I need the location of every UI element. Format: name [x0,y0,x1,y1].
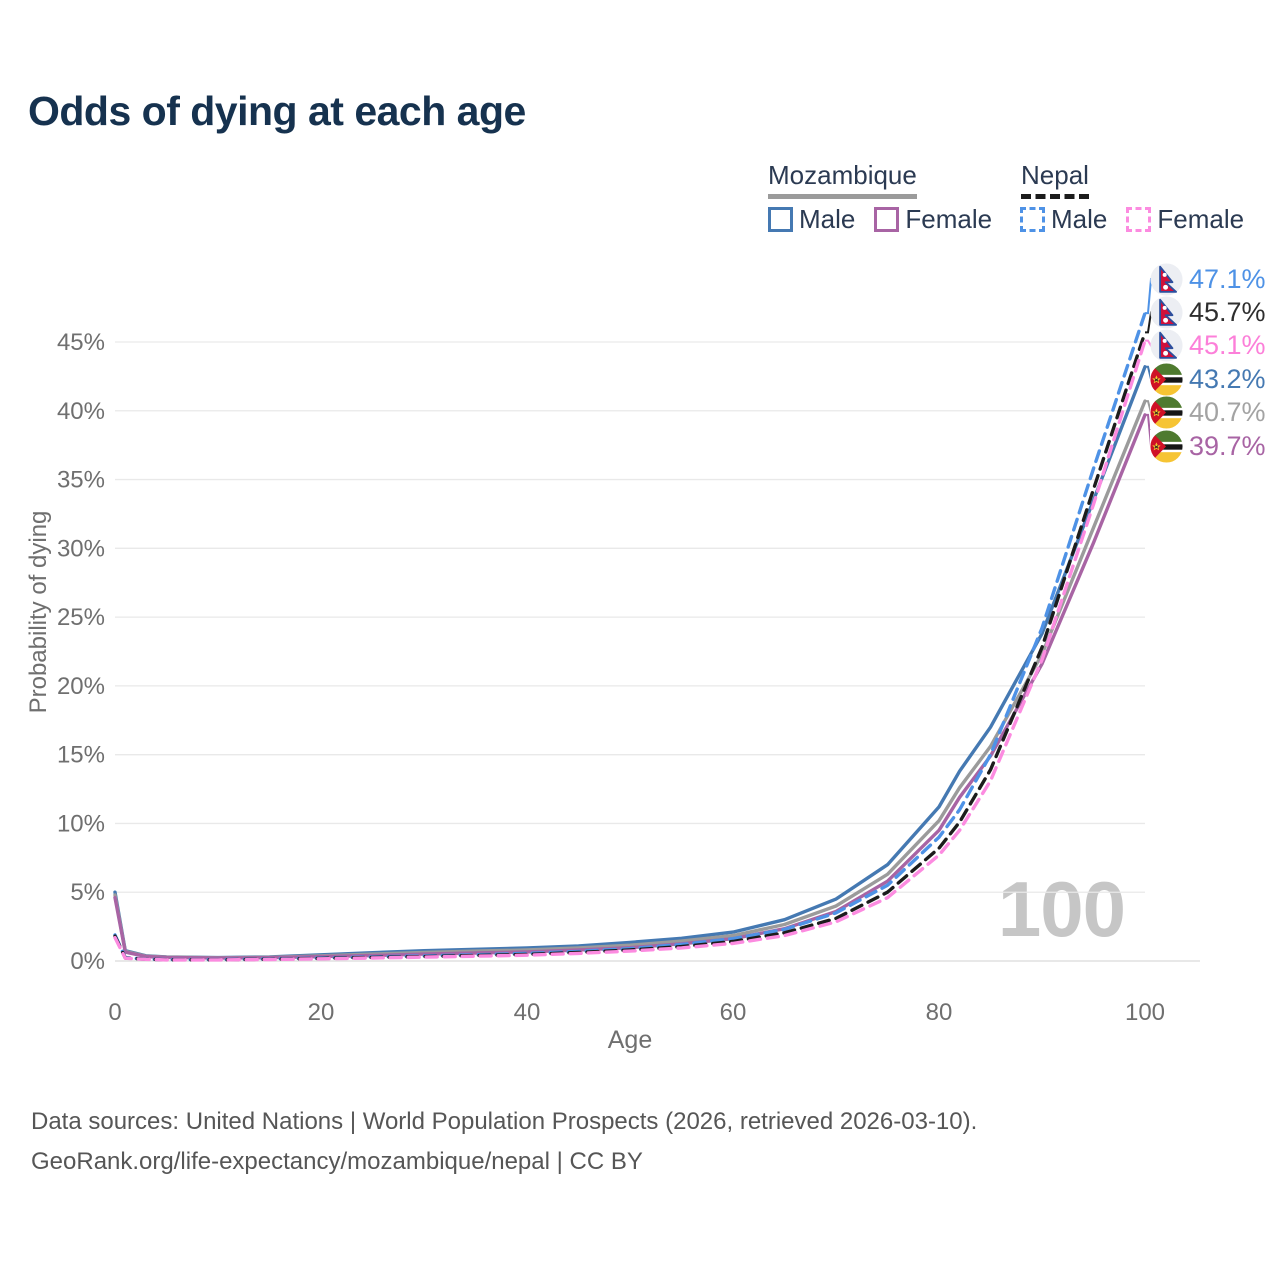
legend-label-mozambique-female[interactable]: Female [905,204,993,234]
series-line-mozambique-male[interactable] [113,365,1147,960]
end-label-value: 47.1% [1189,263,1266,294]
mozambique-flag-icon [1150,362,1183,396]
legend-swatch-nepal-female[interactable] [1126,207,1152,232]
y-tick-label: 45% [57,329,105,356]
y-tick-label: 40% [57,398,105,425]
legend-swatch-mozambique-female[interactable] [874,207,900,232]
legend-row-nepal: Male Female [1020,204,1263,235]
end-label-nepal-female[interactable]: 45.1% [1150,329,1266,362]
series-line-nepal-male[interactable] [113,311,1147,962]
end-label-nepal-male[interactable]: 47.1% [1150,262,1266,296]
end-label-value: 40.7% [1189,397,1266,428]
mozambique-flag-icon [1150,429,1183,463]
legend-label-nepal-male[interactable]: Male [1051,204,1108,234]
y-tick-label: 0% [70,948,105,975]
end-label-mozambique-female[interactable]: 39.7% [1150,429,1266,463]
y-axis-title: Probability of dying [25,511,52,714]
nepal-flag-icon [1150,262,1183,296]
end-label-nepal-both[interactable]: 45.7% [1150,296,1266,329]
legend-label-mozambique-male[interactable]: Male [799,204,856,234]
x-tick-label: 100 [1125,999,1165,1026]
data-sources-text: Data sources: United Nations | World Pop… [31,1108,978,1135]
attribution-link-text: GeoRank.org/life-expectancy/mozambique/n… [31,1148,643,1175]
legend-row-mozambique: Male Female [768,204,1011,235]
x-tick-label: 40 [514,999,541,1026]
end-label-mozambique-male[interactable]: 43.2% [1150,362,1266,396]
mozambique-flag-icon [1150,396,1183,430]
legend-country-nepal[interactable]: Nepal [1021,160,1089,199]
series-line-mozambique-both[interactable] [113,399,1147,960]
y-tick-label: 10% [57,810,105,837]
legend-swatch-nepal-male[interactable] [1020,207,1045,232]
nepal-flag-icon [1150,296,1183,329]
x-tick-label: 0 [108,999,121,1026]
end-label-value: 45.7% [1189,296,1266,327]
legend-swatch-mozambique-male[interactable] [768,207,793,232]
legend-label-nepal-female[interactable]: Female [1157,204,1245,234]
end-label-value: 45.1% [1189,330,1266,361]
series-line-nepal-both[interactable] [113,330,1147,962]
x-axis-title: Age [608,1026,652,1054]
y-tick-label: 20% [57,673,105,700]
end-label-value: 43.2% [1189,363,1266,394]
age-watermark: 100 [997,865,1126,953]
end-label-value: 39.7% [1189,430,1266,461]
series-line-nepal-female[interactable] [113,338,1147,962]
page-title: Odds of dying at each age [28,88,526,134]
y-tick-label: 30% [57,535,105,562]
y-tick-label: 25% [57,604,105,631]
y-tick-label: 35% [57,467,105,494]
nepal-flag-icon [1150,329,1183,362]
y-tick-label: 15% [57,742,105,769]
legend-country-mozambique[interactable]: Mozambique [768,160,917,199]
x-tick-label: 80 [926,999,953,1026]
x-tick-label: 60 [720,999,747,1026]
x-tick-label: 20 [308,999,335,1026]
end-label-mozambique-both[interactable]: 40.7% [1150,396,1266,430]
y-tick-label: 5% [70,879,105,906]
